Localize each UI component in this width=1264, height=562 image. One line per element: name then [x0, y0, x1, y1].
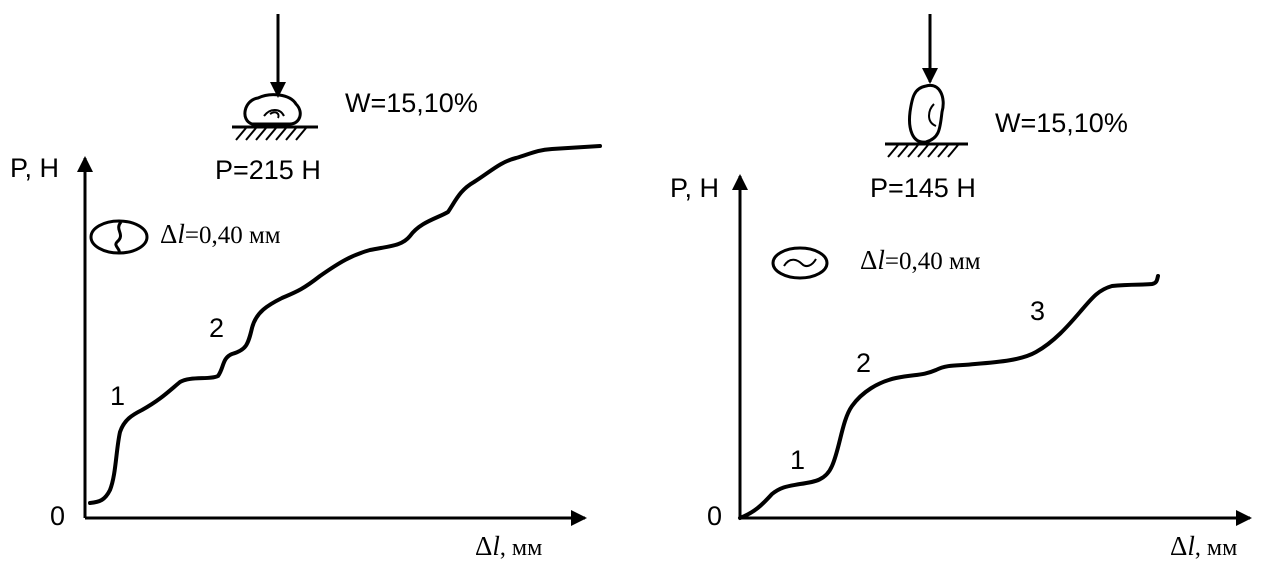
panel-left: P, Н 0 1 2 Δl, мм Δl=0,40 мм W=15,10% P=…: [10, 14, 602, 561]
y-axis-label: P, Н: [10, 153, 59, 183]
variable: l: [1187, 531, 1195, 561]
symbol: Δ: [860, 245, 877, 275]
crack-icon: [114, 221, 123, 254]
hatch: [235, 127, 307, 141]
grain-detail: [263, 109, 285, 119]
y-axis-label: P, Н: [670, 173, 719, 203]
hatch: [887, 144, 959, 158]
symbol: Δ: [475, 531, 492, 561]
stage-label: 1: [790, 445, 805, 475]
load-curve: [88, 144, 602, 505]
panel-right: P, Н 0 1 2 3 Δl, мм Δl=0,40 мм W=15,10% …: [670, 14, 1252, 561]
symbol: Δ: [1170, 531, 1187, 561]
x-axis-label: Δl, мм: [475, 531, 542, 561]
moisture-label: W=15,10%: [995, 108, 1128, 138]
stage-label: 3: [1030, 296, 1045, 326]
stage-label: 1: [110, 381, 125, 411]
variable: l: [877, 245, 885, 275]
crack-icon: [783, 258, 817, 268]
variable: l: [492, 531, 500, 561]
grain-icon: [771, 246, 829, 280]
moisture-label: W=15,10%: [345, 88, 478, 118]
grain: [908, 83, 945, 144]
origin-label: 0: [707, 501, 722, 531]
value: =0,40 мм: [885, 248, 981, 275]
stage-label: 2: [856, 348, 871, 378]
x-axis-label: Δl, мм: [1170, 531, 1237, 561]
origin-label: 0: [50, 501, 65, 531]
load-curve: [738, 274, 1160, 520]
symbol: Δ: [160, 219, 177, 249]
unit: , мм: [1195, 535, 1237, 561]
load-label: P=145 Н: [870, 173, 976, 203]
grain-detail: [928, 103, 937, 127]
load-label: P=215 Н: [215, 155, 321, 185]
unit: , мм: [500, 535, 542, 561]
grain: [243, 93, 302, 126]
value: =0,40 мм: [185, 222, 281, 249]
deformation-label: Δl=0,40 мм: [860, 245, 981, 275]
variable: l: [177, 219, 185, 249]
deformation-label: Δl=0,40 мм: [160, 219, 281, 249]
stage-label: 2: [209, 313, 224, 343]
